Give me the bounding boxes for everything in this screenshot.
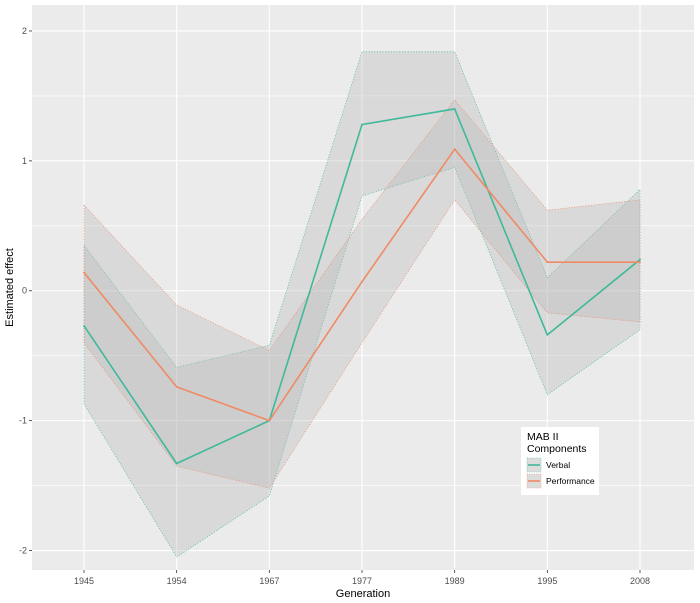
- series-lines: [83, 108, 641, 465]
- data-point-verbal: [83, 324, 85, 327]
- x-tick-label: 1989: [445, 576, 465, 586]
- x-tick-label: 1977: [352, 576, 372, 586]
- x-tick-label: 1945: [74, 576, 94, 586]
- y-axis-title: Estimated effect: [4, 248, 16, 327]
- y-tick-label: 1: [22, 156, 27, 166]
- data-point-verbal: [453, 108, 456, 110]
- y-tick-label: -2: [19, 546, 27, 556]
- data-point-verbal: [639, 258, 641, 261]
- y-tick-label: -1: [19, 416, 27, 426]
- data-point-performance: [83, 271, 85, 274]
- x-axis-ticks: 1945 1954 1967 1977 1989 1995 2008: [74, 570, 650, 586]
- legend-label-verbal: Verbal: [546, 460, 570, 470]
- y-axis-ticks: -2 -1 0 1 2: [19, 26, 32, 556]
- x-tick-label: 1954: [167, 576, 187, 586]
- legend-title-line2: Components: [527, 443, 587, 455]
- x-tick-label: 2008: [630, 576, 650, 586]
- y-tick-label: 0: [22, 286, 27, 296]
- y-tick-label: 2: [22, 26, 27, 36]
- data-point-performance: [268, 419, 271, 422]
- data-point-performance: [361, 280, 363, 283]
- data-point-performance: [639, 261, 641, 264]
- legend-title-line1: MAB II: [527, 431, 559, 443]
- data-point-verbal: [175, 462, 178, 465]
- x-tick-label: 1995: [537, 576, 557, 586]
- legend-items: Verbal Performance: [526, 457, 595, 489]
- confidence-band-performance: [83, 99, 641, 489]
- confidence-band-verbal: [83, 51, 641, 558]
- data-point-performance: [175, 385, 178, 388]
- major-gridlines: [32, 5, 694, 570]
- legend: MAB II Components Verbal Performance: [521, 427, 599, 495]
- data-point-performance: [546, 261, 549, 264]
- data-point-performance: [453, 148, 456, 151]
- x-tick-label: 1967: [259, 576, 279, 586]
- legend-label-performance: Performance: [546, 476, 595, 486]
- data-point-verbal: [361, 123, 363, 126]
- x-axis-title: Generation: [336, 588, 390, 600]
- data-point-verbal: [546, 334, 549, 336]
- confidence-bands: [83, 51, 641, 558]
